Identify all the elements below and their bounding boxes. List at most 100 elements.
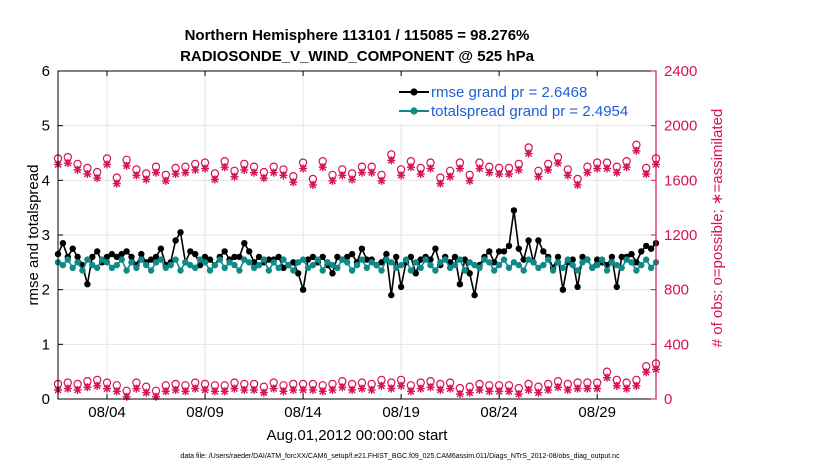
obs-lower-assimilated-marker (367, 385, 376, 394)
axes-layer: 08/04 08/09 08/14 08/19 08/24 08/29 0 1 2 3 4 5 6 0 40… (42, 63, 698, 421)
obs-upper-asterisk-stroke (407, 163, 415, 171)
rmse-point (638, 248, 645, 255)
spread-point (196, 256, 204, 263)
obs-upper-assimilated-marker (593, 164, 602, 173)
y-left-tick-label: 1 (42, 336, 50, 353)
spread-point (540, 261, 547, 269)
spread-point (383, 256, 390, 263)
rmse-point (344, 253, 351, 261)
rmse-point (613, 283, 620, 291)
spread-point (157, 256, 165, 263)
spread-point (334, 264, 341, 271)
spread-point (250, 264, 258, 271)
spread-point (79, 267, 86, 274)
obs-lower-asterisk-stroke (172, 386, 180, 394)
rmse-point (255, 253, 263, 261)
obs-upper-asterisk-stroke (436, 180, 444, 188)
obs-lower-assimilated-marker (563, 385, 572, 394)
obs-lower-assimilated-marker (240, 385, 249, 394)
obs-lower-asterisk-stroke (583, 385, 591, 393)
spread-point (368, 259, 375, 266)
obs-lower-assimilated-marker (583, 384, 592, 393)
spread-point (603, 267, 611, 274)
series-layer (53, 140, 661, 401)
obs-upper-assimilated-marker (406, 163, 415, 172)
rmse-point (491, 259, 498, 266)
obs-lower-asterisk-stroke (113, 387, 121, 395)
rmse-point (236, 253, 243, 261)
obs-lower-asterisk-stroke (554, 383, 562, 391)
obs-lower-assimilated-marker (112, 387, 121, 396)
obs-lower-asterisk-stroke (240, 386, 248, 394)
obs-lower-assimilated-marker (612, 381, 621, 390)
y-axis-left-label: rmse and totalspread (25, 165, 42, 306)
obs-lower-asterisk-stroke (446, 385, 454, 393)
obs-lower-asterisk-stroke (632, 382, 640, 390)
spread-point (554, 259, 562, 266)
rmse-point (221, 248, 228, 255)
obs-upper-asterisk-stroke (642, 170, 650, 178)
spread-point (486, 259, 493, 266)
legend-rmse-marker (410, 88, 418, 96)
spread-point (510, 259, 518, 266)
spread-point (206, 267, 214, 274)
obs-upper-asterisk-stroke (64, 159, 72, 167)
spread-point (520, 267, 527, 274)
obs-lower-assimilated-marker (406, 387, 415, 396)
x-tick-label: 08/29 (578, 404, 616, 421)
spread-point (564, 256, 571, 263)
obs-upper-assimilated-marker (485, 168, 494, 177)
rmse-point (633, 259, 640, 266)
x-axis-label: Aug.01,2012 00:00:00 start (267, 427, 449, 444)
spread-point (275, 264, 282, 271)
obs-upper-asterisk-stroke (191, 166, 199, 174)
x-tick-label: 08/04 (88, 404, 126, 421)
spread-point (442, 256, 449, 263)
spread-point (265, 267, 272, 274)
obs-upper-assimilated-marker (161, 176, 170, 185)
obs-upper-asterisk-stroke (181, 169, 189, 177)
spread-point (295, 259, 302, 266)
obs-upper-asterisk-stroke (211, 176, 219, 183)
obs-upper-asterisk-stroke (230, 173, 238, 181)
chart-title-line-1: Northern Hemisphere 113101 / 115085 = 98… (185, 27, 530, 44)
obs-upper-assimilated-marker (122, 161, 131, 170)
obs-upper-assimilated-marker (465, 176, 474, 185)
obs-upper-assimilated-marker (240, 165, 249, 174)
obs-upper-assimilated-marker (73, 165, 82, 174)
obs-upper-asterisk-stroke (417, 170, 425, 178)
rmse-point (113, 253, 121, 261)
spread-point (172, 256, 179, 263)
obs-lower-assimilated-marker (289, 385, 298, 394)
rmse-point (123, 248, 130, 255)
rmse-point (299, 286, 307, 293)
rmse-point (594, 256, 601, 263)
rmse-point (495, 248, 503, 255)
spread-point (618, 264, 625, 271)
spread-point (574, 267, 581, 274)
spread-point (280, 256, 287, 263)
rmse-point (241, 240, 248, 247)
obs-upper-asterisk-stroke (74, 166, 82, 174)
obs-lower-asterisk-stroke (623, 385, 631, 393)
obs-upper-asterisk-stroke (515, 166, 523, 174)
obs-lower-assimilated-marker (338, 383, 347, 392)
obs-upper-assimilated-marker (446, 172, 455, 181)
obs-upper-assimilated-marker (612, 168, 621, 177)
rmse-point (358, 245, 366, 252)
obs-upper-asterisk-stroke (378, 177, 386, 185)
spread-point (324, 259, 331, 266)
obs-lower-asterisk-stroke (505, 387, 513, 395)
obs-lower-assimilated-marker (73, 385, 82, 394)
spread-point (94, 264, 101, 271)
spread-point (495, 261, 503, 269)
y-left-tick-label: 2 (42, 282, 50, 299)
spread-point (446, 264, 454, 271)
obs-upper-asterisk-stroke (279, 171, 287, 179)
spread-point (456, 256, 464, 263)
spread-point (162, 264, 169, 271)
obs-lower-assimilated-marker (220, 387, 229, 396)
obs-upper-asterisk-stroke (446, 173, 454, 181)
spread-point (525, 256, 532, 263)
obs-lower-asterisk-stroke (230, 385, 238, 393)
